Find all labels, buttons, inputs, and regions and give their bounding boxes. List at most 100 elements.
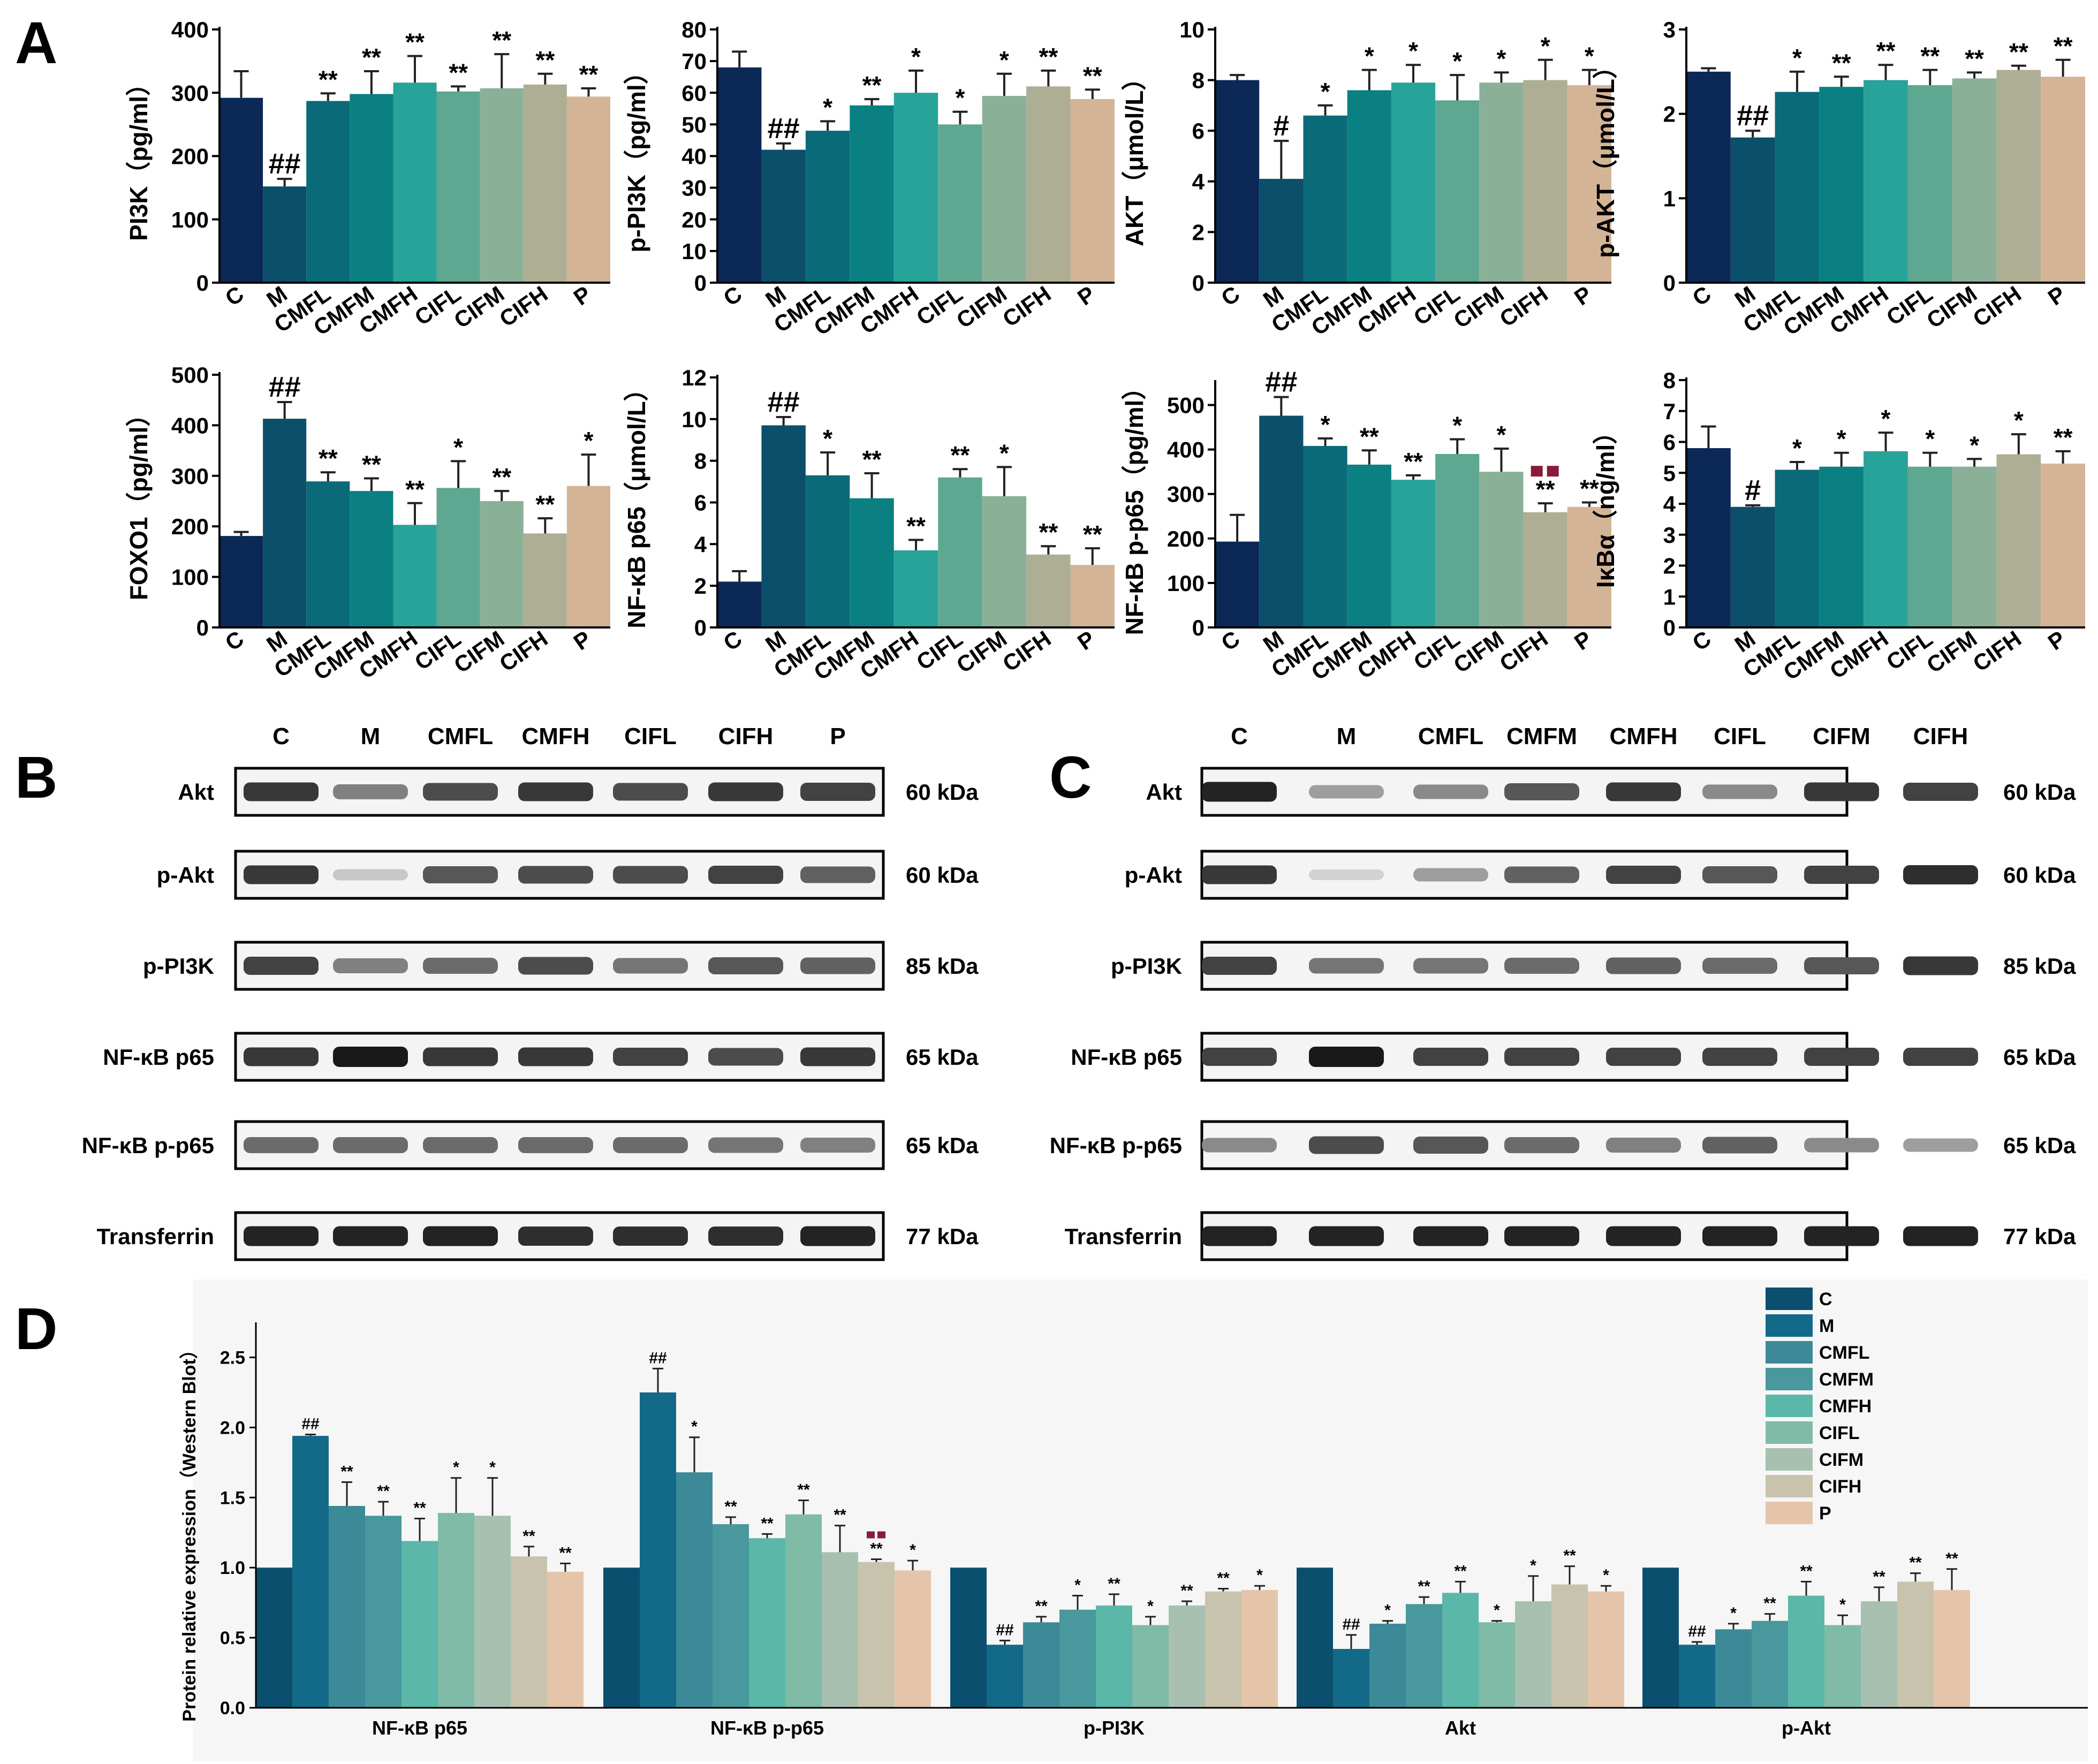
blot-row-label-C-4: NF-κB p-p65 — [1050, 1133, 1182, 1158]
bar-nfkb-CIFM — [982, 496, 1027, 627]
band-B-2-2 — [423, 958, 498, 974]
band-C-1-2 — [1413, 868, 1488, 882]
bar-pakt-CIFH — [1996, 70, 2041, 283]
bar-western-1-CIFL — [785, 1514, 822, 1708]
ytick-ppi3k: 70 — [681, 49, 707, 74]
bar-western-0-CMFL — [329, 1505, 365, 1708]
band-B-5-3 — [518, 1227, 593, 1246]
band-C-3-7 — [1903, 1048, 1978, 1066]
annotation-western-3-CMFH: ** — [1454, 1562, 1467, 1580]
bar-nfkb-C — [717, 581, 762, 627]
bar-ppi3k-CMFL — [805, 131, 850, 283]
bar-western-0-CIFM — [474, 1516, 511, 1708]
annotation-ppi3k-CIFL: * — [955, 84, 965, 112]
band-B-2-3 — [518, 957, 593, 975]
ytick-nfkb: 2 — [694, 573, 707, 599]
annotation-ppi3k-P: ** — [1083, 62, 1102, 89]
annotation-akt-CIFM: * — [1496, 44, 1506, 72]
bar-western-0-P — [547, 1572, 584, 1708]
bar-akt-P — [1567, 85, 1611, 283]
bar-foxo1-CMFM — [350, 491, 393, 627]
annotation-western-1-CIFH: ** — [870, 1540, 883, 1557]
xtick-western-2: p-PI3K — [1084, 1717, 1145, 1739]
ylabel-ikba: IκBα（ng/ml） — [1592, 420, 1619, 588]
band-C-0-3 — [1504, 783, 1579, 800]
annotation-western-4-CMFL: * — [1730, 1604, 1737, 1622]
lane-label-C-CIFM: CIFM — [1813, 723, 1870, 749]
bar-western-2-C — [950, 1568, 987, 1708]
annotation-pakt-P: ** — [2054, 32, 2073, 60]
band-B-3-6 — [800, 1047, 875, 1066]
annotation-ppi3k-M: ## — [768, 112, 800, 145]
blot-row-label-B-4: NF-κB p-p65 — [82, 1133, 214, 1158]
band-C-4-1 — [1309, 1136, 1384, 1154]
annotation-nfkbp-CIFM: * — [1496, 421, 1506, 449]
ytick-ppi3k: 40 — [681, 144, 707, 169]
band-B-0-4 — [613, 783, 688, 801]
bar-ppi3k-CIFL — [938, 124, 982, 283]
blot-kda-C-0: 60 kDa — [2003, 779, 2076, 805]
annotation-western-4-CMFM: ** — [1763, 1595, 1776, 1612]
band-B-5-5 — [708, 1227, 783, 1246]
blot-kda-B-4: 65 kDa — [906, 1133, 979, 1158]
ytick-ikba: 8 — [1663, 368, 1676, 393]
annotation-ikba-CIFM: * — [1970, 431, 1979, 459]
bar-western-4-CIFM — [1861, 1601, 1897, 1708]
band-C-3-6 — [1804, 1048, 1879, 1066]
western-quant-chart: ##******* *****NF-κB p65##*********** *NF-… — [179, 1280, 2088, 1761]
ytick-akt: 4 — [1192, 169, 1205, 194]
band-B-2-1 — [333, 958, 408, 973]
band-B-2-4 — [613, 958, 688, 974]
blot-panel-B: C M CMFL CMFH CIFL CIFH P Akt 60 kDa p-Akt 60 kDa p… — [82, 723, 979, 1261]
annotation-ppi3k-CMFL: * — [823, 93, 832, 121]
annotation-western-4-CIFH: ** — [1909, 1554, 1922, 1572]
bar-ppi3k-CIFH — [1026, 86, 1071, 283]
legend-swatch-CMFH — [1766, 1395, 1813, 1417]
ytick-pakt: 2 — [1663, 102, 1676, 127]
legend-swatch-CIFH — [1766, 1475, 1813, 1497]
ytick-pakt: 0 — [1663, 270, 1676, 296]
legend-label-M: M — [1819, 1316, 1834, 1336]
ytick-ppi3k: 80 — [681, 17, 707, 42]
annotation-western-0-CMFM: ** — [377, 1482, 390, 1500]
band-C-5-2 — [1413, 1226, 1488, 1246]
annotation-western-1-CMFL: * — [691, 1418, 698, 1436]
annotation-ppi3k-CIFH: ** — [1039, 43, 1058, 71]
band-C-2-3 — [1504, 958, 1579, 974]
ytick-pakt: 3 — [1663, 17, 1676, 42]
legend-swatch-P — [1766, 1502, 1813, 1524]
band-C-3-0 — [1202, 1048, 1277, 1066]
blot-row-label-C-2: p-PI3K — [1111, 953, 1182, 979]
bar-western-3-P — [1588, 1591, 1624, 1708]
blot-kda-C-4: 65 kDa — [2003, 1133, 2076, 1158]
bar-western-3-CMFH — [1442, 1593, 1479, 1708]
bar-western-0-CMFH — [402, 1541, 438, 1708]
annotation-western-2-CMFH: ** — [1108, 1575, 1120, 1593]
legend-label-C: C — [1819, 1289, 1832, 1309]
band-B-4-3 — [518, 1137, 593, 1153]
bar-pi3k-CMFH — [393, 82, 437, 283]
bar-western-1-CMFH — [749, 1538, 785, 1708]
bar-nfkb-CIFH — [1026, 554, 1071, 627]
band-C-5-5 — [1702, 1226, 1777, 1246]
bar-ikba-CIFL — [1907, 466, 1952, 627]
bar-akt-CMFL — [1303, 115, 1347, 283]
ytick-nfkbp: 0 — [1192, 615, 1205, 640]
legend-label-P: P — [1819, 1503, 1831, 1524]
bar-foxo1-P — [566, 486, 610, 627]
band-C-0-7 — [1903, 783, 1978, 801]
band-C-3-4 — [1606, 1048, 1681, 1066]
bar-western-4-CMFL — [1715, 1629, 1752, 1708]
bar-nfkb-M — [761, 425, 806, 627]
ytick-nfkbp: 100 — [1167, 571, 1205, 596]
annotation-western-1-M: ## — [649, 1349, 667, 1367]
ytick-pi3k: 400 — [171, 17, 209, 42]
bar-ppi3k-M — [761, 149, 806, 283]
ytick-nfkb: 8 — [694, 449, 707, 474]
band-B-0-2 — [423, 783, 498, 801]
annotation-nfkbp-CIFL: * — [1452, 412, 1462, 440]
band-C-1-1 — [1309, 869, 1384, 880]
bar-western-2-CIFH — [1205, 1591, 1241, 1708]
legend-swatch-CIFL — [1766, 1421, 1813, 1444]
band-C-0-4 — [1606, 782, 1681, 801]
